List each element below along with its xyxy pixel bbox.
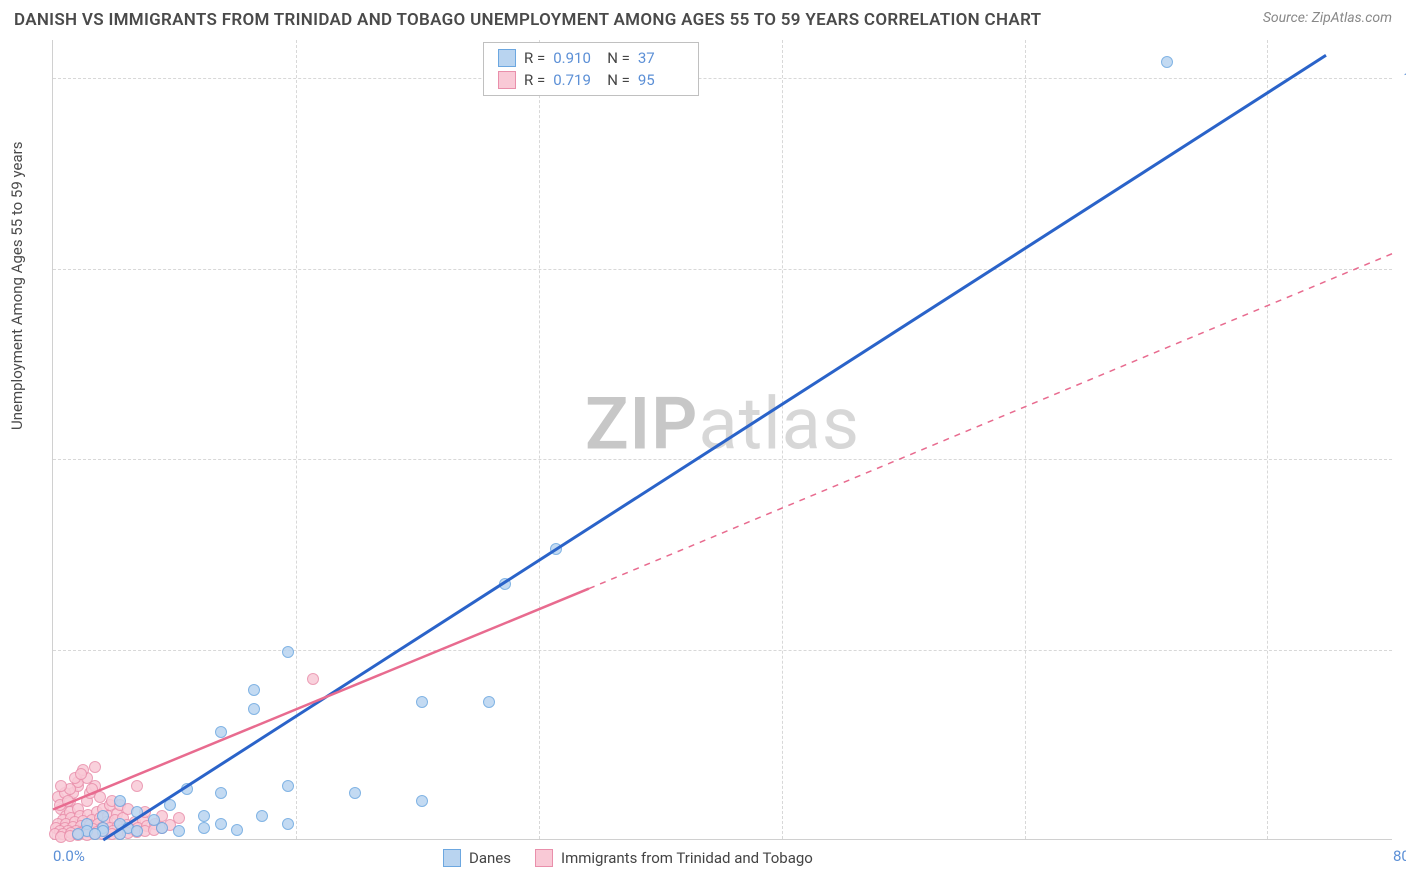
series-legend: Danes Immigrants from Trinidad and Tobag…	[443, 849, 813, 867]
n-label: N =	[607, 71, 630, 89]
legend-label-immigrants: Immigrants from Trinidad and Tobago	[561, 849, 813, 867]
plot-area: ZIPatlas R = 0.910 N = 37 R = 0.719 N = …	[52, 40, 1392, 840]
r-value-immigrants: 0.719	[553, 71, 599, 89]
legend-row-danes: R = 0.910 N = 37	[484, 47, 698, 69]
n-label: N =	[607, 49, 630, 67]
correlation-legend: R = 0.910 N = 37 R = 0.719 N = 95	[483, 42, 699, 96]
n-value-immigrants: 95	[638, 71, 684, 89]
legend-row-immigrants: R = 0.719 N = 95	[484, 69, 698, 91]
trend-line	[53, 589, 589, 810]
n-value-danes: 37	[638, 49, 684, 67]
chart-title: DANISH VS IMMIGRANTS FROM TRINIDAD AND T…	[14, 10, 1041, 30]
trend-line	[103, 55, 1326, 840]
x-tick-label: 0.0%	[53, 847, 85, 865]
swatch-immigrants	[535, 849, 553, 867]
trend-lines-layer	[53, 40, 1392, 839]
swatch-danes	[443, 849, 461, 867]
y-tick-label: 100.0%	[1397, 69, 1406, 87]
y-axis-label: Unemployment Among Ages 55 to 59 years	[8, 142, 26, 430]
legend-label-danes: Danes	[469, 849, 511, 867]
r-label: R =	[524, 49, 545, 67]
swatch-danes	[498, 49, 516, 67]
r-value-danes: 0.910	[553, 49, 599, 67]
legend-item-danes: Danes	[443, 849, 511, 867]
y-tick-label: 25.0%	[1397, 641, 1406, 659]
x-tick-label: 80.0%	[1393, 847, 1394, 865]
trend-line	[589, 253, 1393, 588]
source-credit: Source: ZipAtlas.com	[1263, 10, 1392, 26]
y-tick-label: 50.0%	[1397, 450, 1406, 468]
y-tick-label: 75.0%	[1397, 260, 1406, 278]
r-label: R =	[524, 71, 545, 89]
legend-item-immigrants: Immigrants from Trinidad and Tobago	[535, 849, 813, 867]
swatch-immigrants	[498, 71, 516, 89]
